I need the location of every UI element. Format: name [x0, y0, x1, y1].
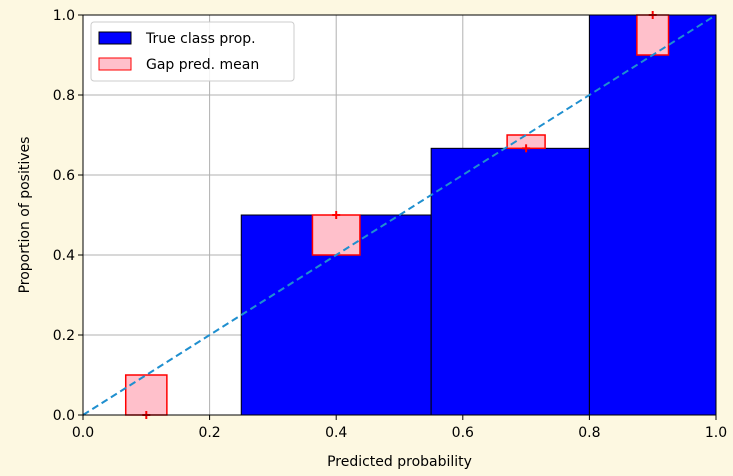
x-tick-label: 0.8	[578, 425, 600, 441]
legend: True class prop. Gap pred. mean	[90, 21, 295, 82]
x-tick-label: 0.0	[72, 425, 94, 441]
legend-swatch-true-class	[98, 31, 132, 45]
reference-diagonal	[82, 14, 717, 416]
y-tick-label: 0.6	[53, 168, 75, 184]
gap-boxes	[124, 14, 670, 416]
y-tick-label: 0.8	[53, 88, 75, 104]
x-axis-label: Predicted probability	[327, 454, 472, 470]
true-class-bars	[240, 14, 717, 416]
legend-label-true-class: True class prop.	[145, 31, 256, 47]
pred-mean-marker	[522, 144, 531, 153]
y-axis-label: Proportion of positives	[17, 137, 33, 294]
true-class-bar	[588, 14, 717, 416]
gap-box	[311, 214, 361, 256]
legend-label-gap: Gap pred. mean	[146, 57, 259, 73]
legend-box	[90, 21, 295, 82]
x-tick-label: 0.2	[198, 425, 220, 441]
gap-box	[636, 14, 670, 56]
x-axis-ticks: 0.0 0.2 0.4 0.6 0.8 1.0	[72, 415, 727, 441]
plot-frame	[82, 14, 717, 416]
pred-mean-marker	[332, 211, 341, 219]
y-axis-ticks: 0.0 0.2 0.4 0.6 0.8 1.0	[53, 8, 83, 424]
y-tick-label: 0.4	[53, 248, 75, 264]
y-tick-label: 1.0	[53, 8, 75, 24]
y-tick-label: 0.2	[53, 328, 75, 344]
y-tick-label: 0.0	[53, 408, 75, 424]
true-class-bar	[430, 147, 590, 416]
x-tick-label: 1.0	[705, 425, 727, 441]
reference-line	[82, 14, 717, 416]
legend-swatch-gap	[98, 57, 132, 71]
gap-box	[124, 374, 168, 416]
x-tick-label: 0.4	[325, 425, 347, 441]
x-tick-label: 0.6	[452, 425, 474, 441]
